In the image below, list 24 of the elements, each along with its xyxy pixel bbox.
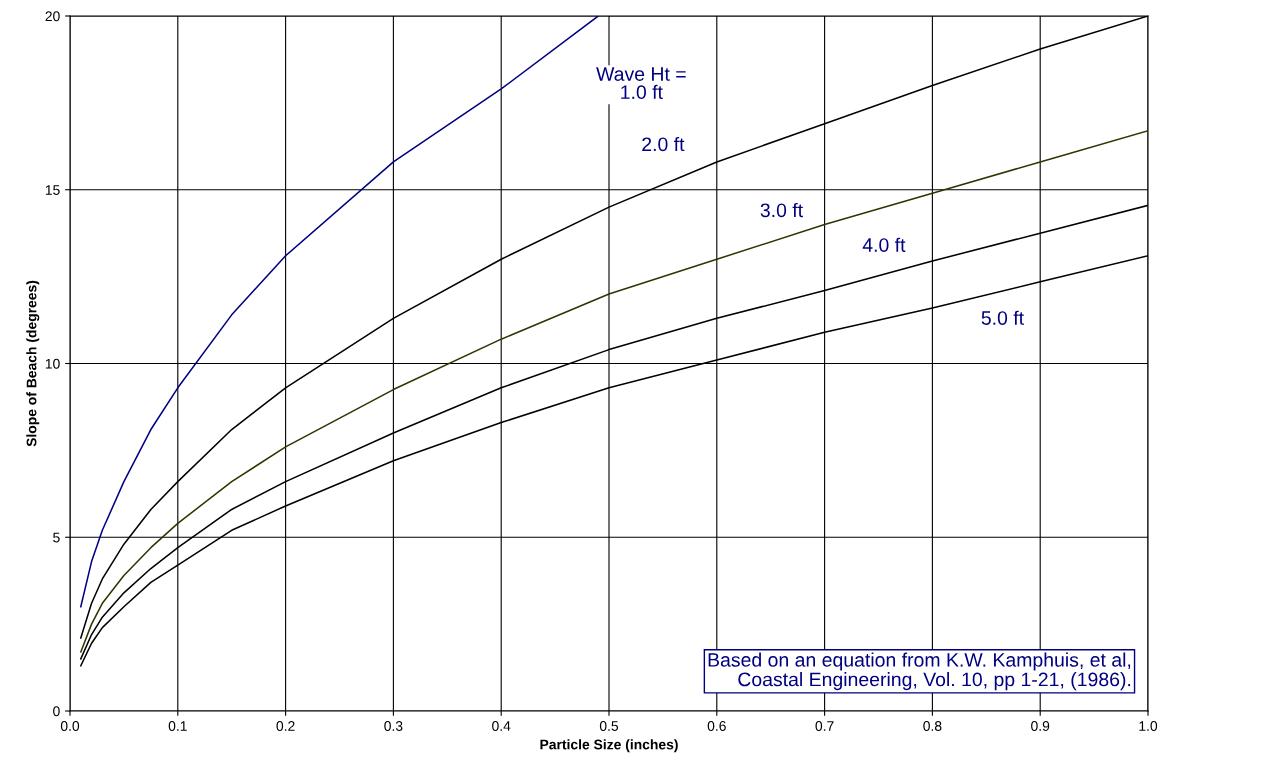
x-tick-label: 0.1	[168, 721, 187, 731]
y-tick-label: 0	[53, 706, 60, 717]
series-label: 3.0 ft	[760, 202, 803, 218]
x-tick-label: 0.9	[1031, 721, 1050, 731]
x-tick-label: 0.6	[707, 721, 726, 731]
annotation: Based on an equation from K.W. Kamphuis, et al, Coastal Engineering, Vol. 10, pp 1-21, (1986).	[708, 652, 1131, 691]
text: Wave Ht = 1.0 ft	[596, 67, 686, 100]
x-axis-title: Particle Size (inches)	[540, 739, 678, 753]
y-tick-label: 20	[45, 11, 60, 22]
y-tick-label: 5	[53, 532, 60, 543]
x-tick-label: 0.5	[599, 721, 619, 731]
x-tick-label: 0.8	[923, 721, 942, 731]
series-label: 4.0 ft	[862, 237, 906, 252]
y-axis-title: Slope of Beach (degrees)	[26, 280, 40, 447]
x-tick-label: 1.0	[1139, 721, 1158, 731]
x-tick-label: 0.0	[60, 721, 80, 731]
series-label: 5.0 ft	[981, 310, 1024, 325]
x-tick-label: 0.7	[815, 721, 834, 731]
y-tick-label: 15	[45, 185, 60, 195]
x-tick-label: 0.2	[276, 721, 295, 731]
x-tick-label: 0.4	[492, 721, 511, 731]
y-tick-label: 10	[45, 358, 60, 369]
x-tick-label: 0.3	[384, 721, 403, 731]
series-label: 2.0 ft	[642, 136, 685, 152]
